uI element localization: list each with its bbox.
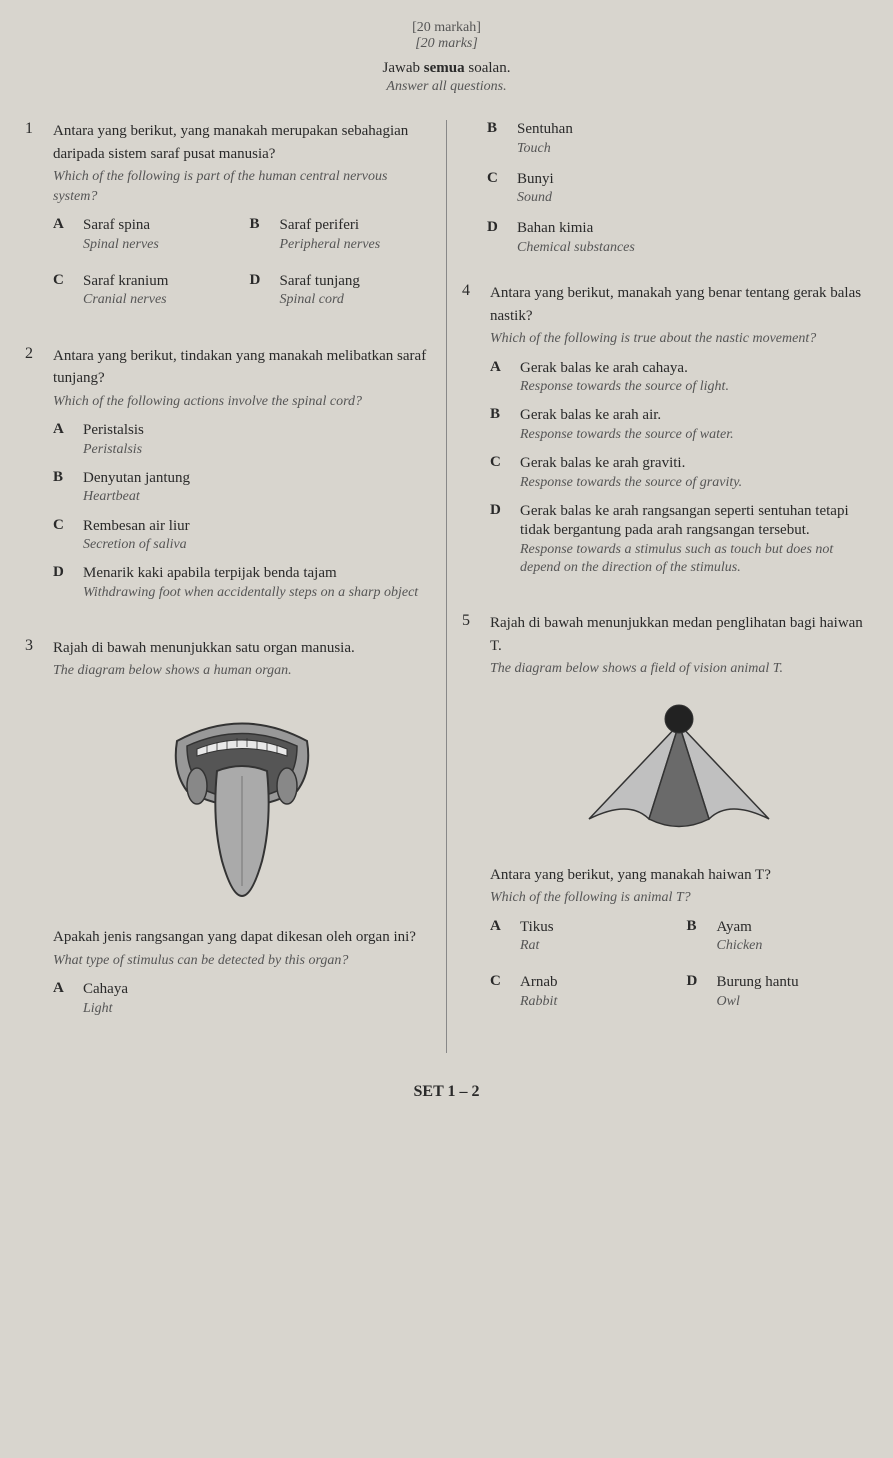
- q5-text-english: The diagram below shows a field of visio…: [490, 659, 868, 679]
- q1-text-english: Which of the following is part of the hu…: [53, 167, 431, 206]
- question-2: 2 Antara yang berikut, tindakan yang man…: [25, 345, 431, 612]
- q2-options: A Peristalsis Peristalsis B Denyutan jan…: [53, 421, 431, 602]
- q4-text-english: Which of the following is true about the…: [490, 329, 868, 349]
- q2-option-d: D Menarik kaki apabila terpijak benda ta…: [53, 564, 431, 602]
- q5-option-b: B Ayam Chicken: [687, 918, 869, 956]
- q4-option-d: D Gerak balas ke arah rangsangan seperti…: [490, 502, 868, 577]
- q5-option-c: C Arnab Rabbit: [490, 973, 672, 1011]
- q3-number: 3: [25, 637, 43, 1028]
- vision-field-icon: [579, 699, 779, 839]
- q4-option-b: B Gerak balas ke arah air. Response towa…: [490, 406, 868, 444]
- q1-text-malay: Antara yang berikut, yang manakah merupa…: [53, 120, 431, 165]
- q1-option-c: C Saraf kranium Cranial nerves: [53, 272, 235, 310]
- content-columns: 1 Antara yang berikut, yang manakah meru…: [15, 120, 878, 1053]
- q1-number: 1: [25, 120, 43, 320]
- q4-option-a: A Gerak balas ke arah cahaya. Response t…: [490, 359, 868, 397]
- q3-options: A Cahaya Light: [53, 980, 431, 1018]
- q2-option-b: B Denyutan jantung Heartbeat: [53, 469, 431, 507]
- left-column: 1 Antara yang berikut, yang manakah meru…: [15, 120, 441, 1053]
- q4-text-malay: Antara yang berikut, manakah yang benar …: [490, 282, 868, 327]
- q5-subtext-english: Which of the following is animal T?: [490, 888, 868, 908]
- question-1: 1 Antara yang berikut, yang manakah meru…: [25, 120, 431, 320]
- q3-text-malay: Rajah di bawah menunjukkan satu organ ma…: [53, 637, 431, 660]
- q3-diagram: [53, 701, 431, 906]
- instruction-english: Answer all questions.: [15, 79, 878, 95]
- mouth-tongue-icon: [157, 701, 327, 901]
- column-divider: [446, 120, 447, 1053]
- question-5: 5 Rajah di bawah menunjukkan medan pengl…: [462, 612, 868, 1021]
- right-column: B Sentuhan Touch C Bunyi Sound D Bahan k…: [452, 120, 878, 1053]
- q4-options: A Gerak balas ke arah cahaya. Response t…: [490, 359, 868, 577]
- q4-option-c: C Gerak balas ke arah graviti. Response …: [490, 454, 868, 492]
- q3-option-a: A Cahaya Light: [53, 980, 431, 1018]
- q1-options: A Saraf spina Spinal nerves B Saraf peri…: [53, 216, 431, 319]
- q3-options-continued: B Sentuhan Touch C Bunyi Sound D Bahan k…: [462, 120, 868, 257]
- instruction-malay: Jawab semua soalan.: [15, 60, 878, 77]
- question-4: 4 Antara yang berikut, manakah yang bena…: [462, 282, 868, 587]
- q1-option-a: A Saraf spina Spinal nerves: [53, 216, 235, 254]
- question-3: 3 Rajah di bawah menunjukkan satu organ …: [25, 637, 431, 1028]
- exam-header: [20 markah] [20 marks] Jawab semua soala…: [15, 20, 878, 95]
- q3-option-b: B Sentuhan Touch: [462, 120, 868, 158]
- q2-text-english: Which of the following actions involve t…: [53, 392, 431, 412]
- q2-text-malay: Antara yang berikut, tindakan yang manak…: [53, 345, 431, 390]
- q5-text-malay: Rajah di bawah menunjukkan medan penglih…: [490, 612, 868, 657]
- q3-option-d: D Bahan kimia Chemical substances: [462, 219, 868, 257]
- q5-option-a: A Tikus Rat: [490, 918, 672, 956]
- q3-text-english: The diagram below shows a human organ.: [53, 661, 431, 681]
- q1-option-d: D Saraf tunjang Spinal cord: [250, 272, 432, 310]
- q3-subtext-malay: Apakah jenis rangsangan yang dapat dikes…: [53, 926, 431, 949]
- q5-number: 5: [462, 612, 480, 1021]
- q3-subtext-english: What type of stimulus can be detected by…: [53, 951, 431, 971]
- q2-option-c: C Rembesan air liur Secretion of saliva: [53, 517, 431, 555]
- q5-diagram: [490, 699, 868, 844]
- q2-option-a: A Peristalsis Peristalsis: [53, 421, 431, 459]
- q5-options: A Tikus Rat B Ayam Chicken: [490, 918, 868, 1021]
- q3-option-c: C Bunyi Sound: [462, 170, 868, 208]
- page-footer: SET 1 – 2: [15, 1083, 878, 1101]
- q5-subtext-malay: Antara yang berikut, yang manakah haiwan…: [490, 864, 868, 887]
- q1-option-b: B Saraf periferi Peripheral nerves: [250, 216, 432, 254]
- q2-number: 2: [25, 345, 43, 612]
- q4-number: 4: [462, 282, 480, 587]
- marks-english: [20 marks]: [15, 36, 878, 52]
- q5-option-d: D Burung hantu Owl: [687, 973, 869, 1011]
- marks-malay: [20 markah]: [15, 20, 878, 36]
